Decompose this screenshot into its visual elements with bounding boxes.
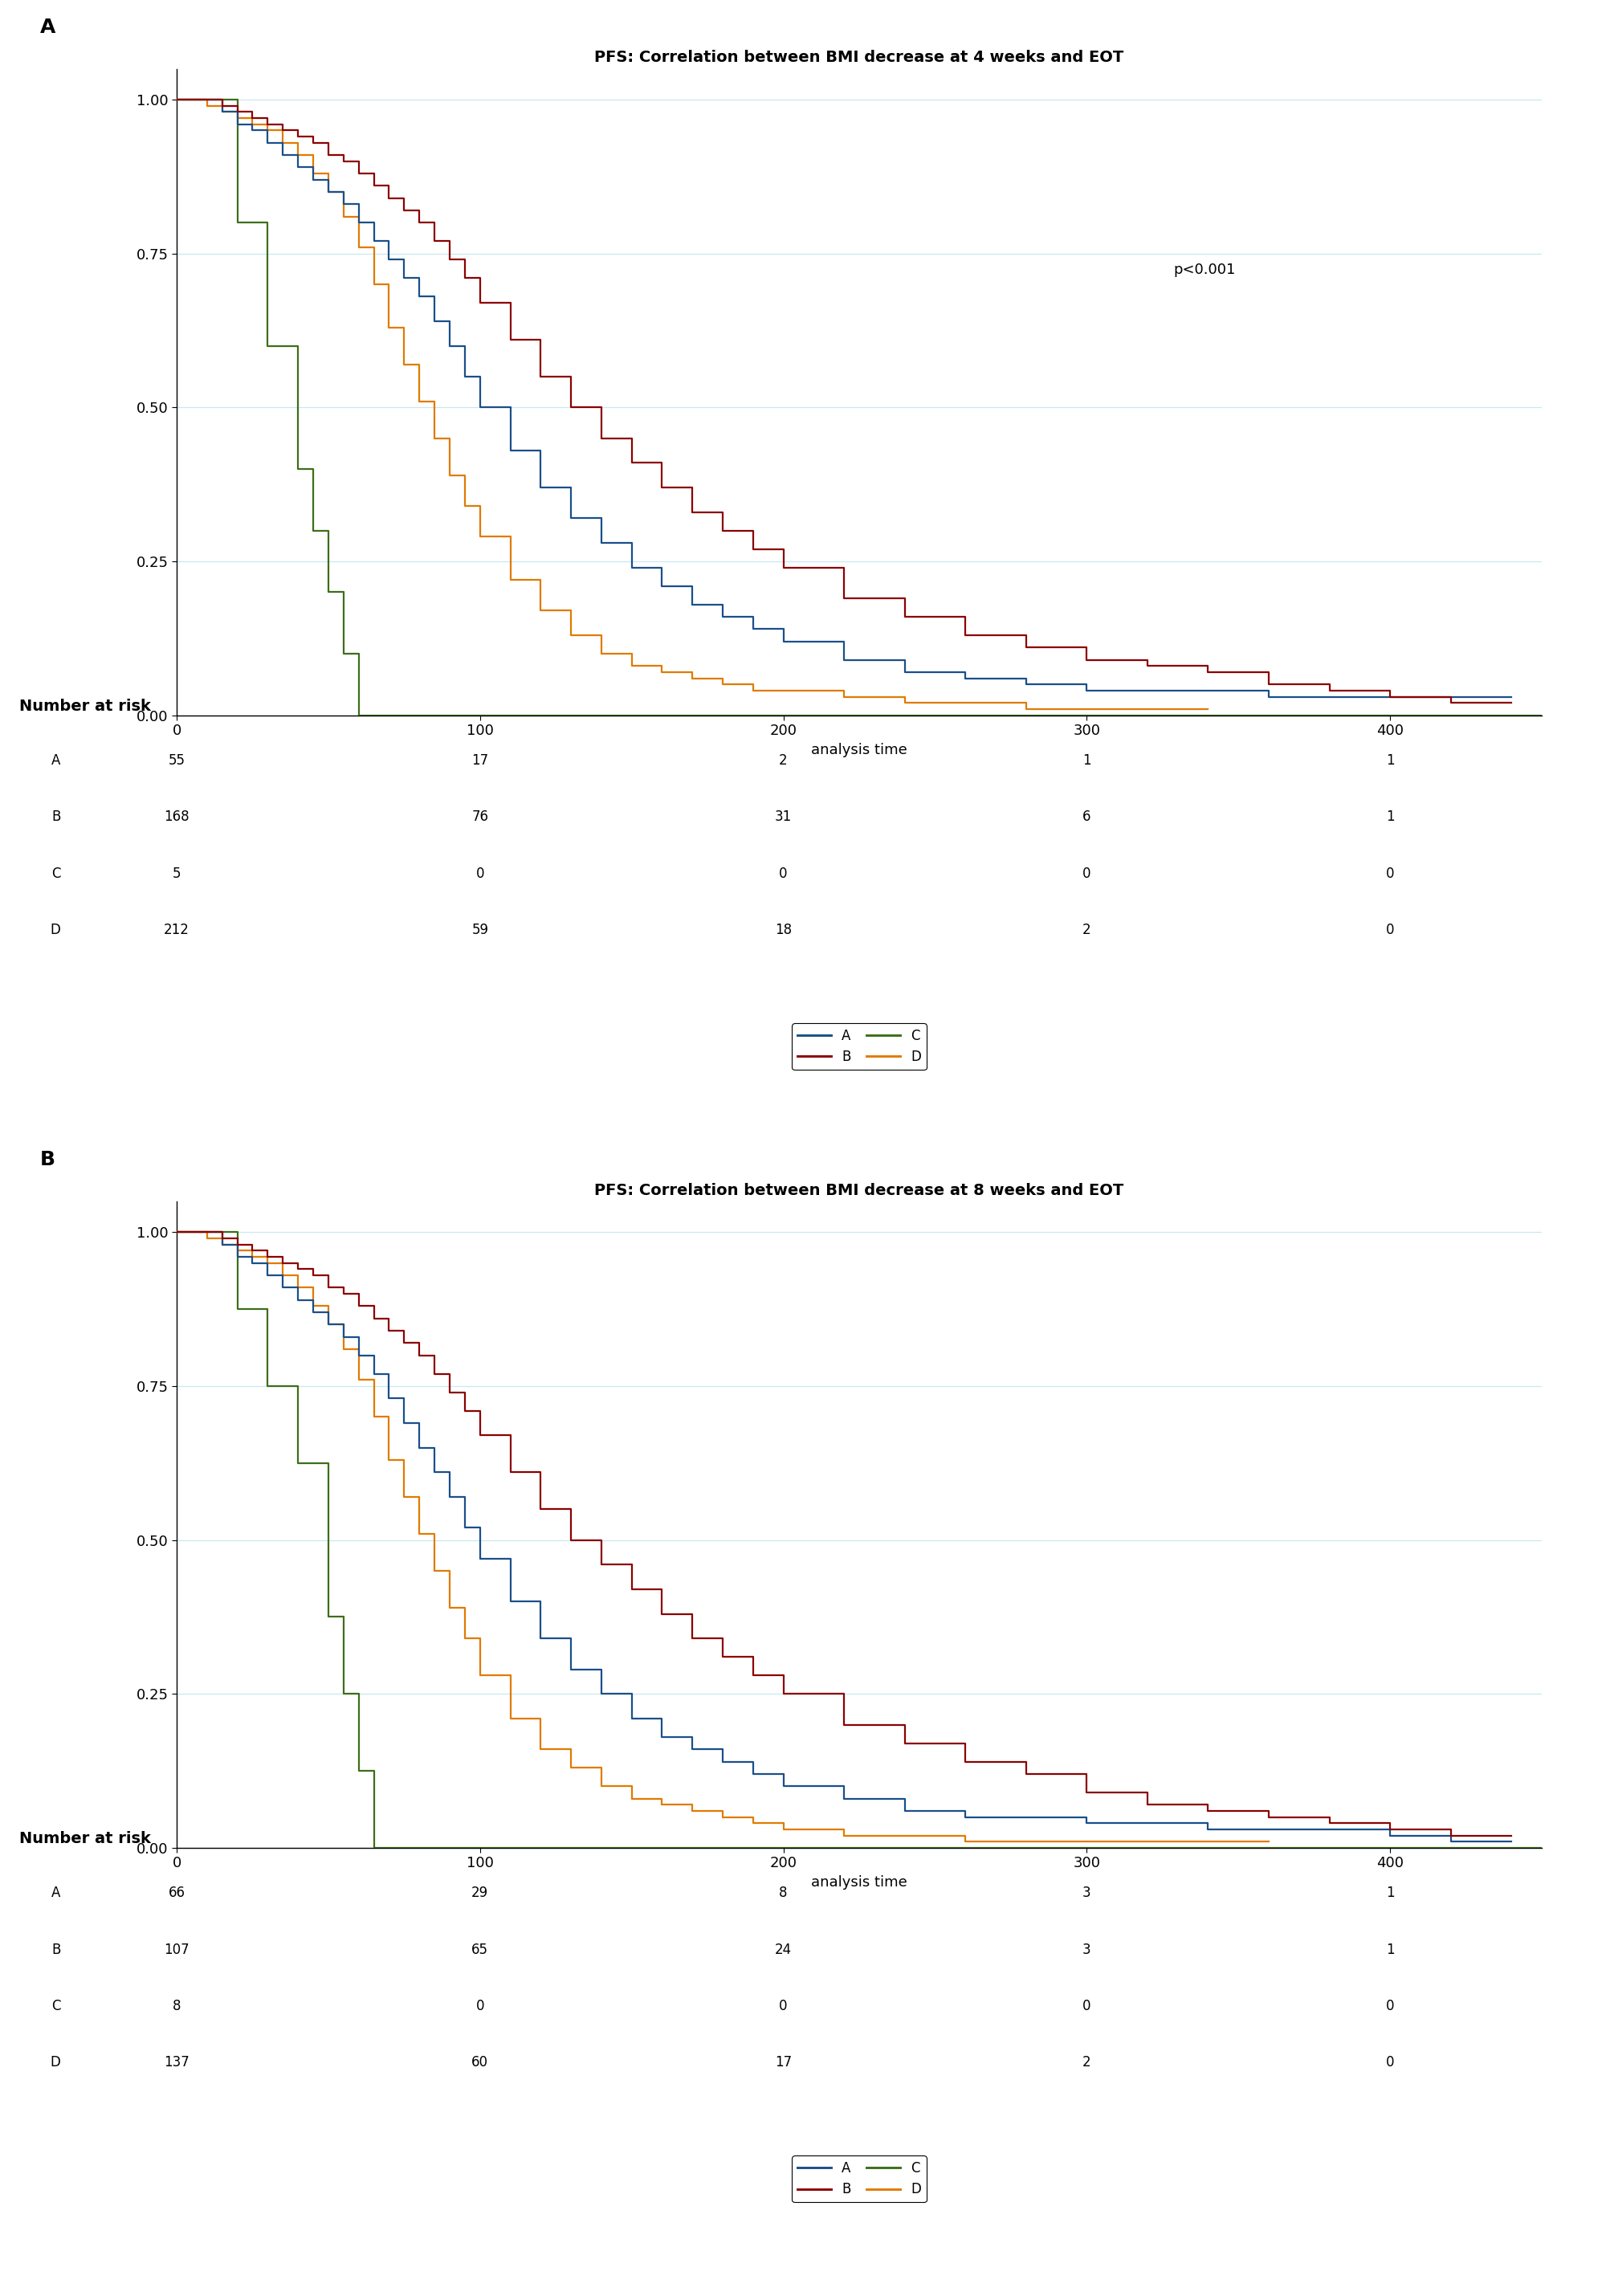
Title: PFS: Correlation between BMI decrease at 8 weeks and EOT: PFS: Correlation between BMI decrease at… [594,1182,1124,1199]
Text: 107: 107 [164,1942,190,1956]
Text: 0: 0 [1386,923,1394,937]
Text: D: D [50,2055,61,2071]
Text: 8: 8 [172,2000,181,2014]
Text: 1: 1 [1386,1942,1394,1956]
X-axis label: analysis time: analysis time [811,742,907,758]
Text: A: A [40,18,56,37]
Text: 5: 5 [172,866,181,882]
Text: 168: 168 [164,810,190,824]
Text: p<0.001: p<0.001 [1172,262,1235,278]
Text: 0: 0 [779,2000,787,2014]
Text: 3: 3 [1082,1942,1090,1956]
Text: B: B [51,810,61,824]
Text: 65: 65 [472,1942,488,1956]
Text: 212: 212 [164,923,190,937]
Legend: A, B, C, D: A, B, C, D [792,1024,927,1070]
Text: 17: 17 [472,753,488,767]
Text: B: B [51,1942,61,1956]
Text: D: D [50,923,61,937]
Text: 0: 0 [1386,2055,1394,2071]
Text: 0: 0 [1082,2000,1090,2014]
Title: PFS: Correlation between BMI decrease at 4 weeks and EOT: PFS: Correlation between BMI decrease at… [594,51,1124,64]
Text: 66: 66 [169,1885,185,1901]
Text: C: C [51,866,61,882]
Text: 0: 0 [1082,866,1090,882]
Text: 2: 2 [779,753,787,767]
Legend: A, B, C, D: A, B, C, D [792,2156,927,2202]
Text: 59: 59 [472,923,488,937]
Text: 31: 31 [774,810,792,824]
Text: 29: 29 [472,1885,488,1901]
Text: A: A [51,753,61,767]
X-axis label: analysis time: analysis time [811,1876,907,1890]
Text: Number at risk: Number at risk [19,1832,151,1846]
Text: 55: 55 [169,753,185,767]
Text: 1: 1 [1082,753,1090,767]
Text: 24: 24 [774,1942,792,1956]
Text: 8: 8 [779,1885,787,1901]
Text: A: A [51,1885,61,1901]
Text: 76: 76 [472,810,488,824]
Text: 1: 1 [1386,1885,1394,1901]
Text: 1: 1 [1386,753,1394,767]
Text: 60: 60 [472,2055,488,2071]
Text: 0: 0 [779,866,787,882]
Text: 137: 137 [164,2055,190,2071]
Text: 0: 0 [1386,866,1394,882]
Text: 0: 0 [475,866,485,882]
Text: 17: 17 [774,2055,792,2071]
Text: C: C [51,2000,61,2014]
Text: 0: 0 [475,2000,485,2014]
Text: 0: 0 [1386,2000,1394,2014]
Text: 2: 2 [1082,2055,1090,2071]
Text: 1: 1 [1386,810,1394,824]
Text: 6: 6 [1082,810,1090,824]
Text: B: B [40,1150,55,1169]
Text: 18: 18 [774,923,792,937]
Text: 3: 3 [1082,1885,1090,1901]
Text: Number at risk: Number at risk [19,698,151,714]
Text: 2: 2 [1082,923,1090,937]
